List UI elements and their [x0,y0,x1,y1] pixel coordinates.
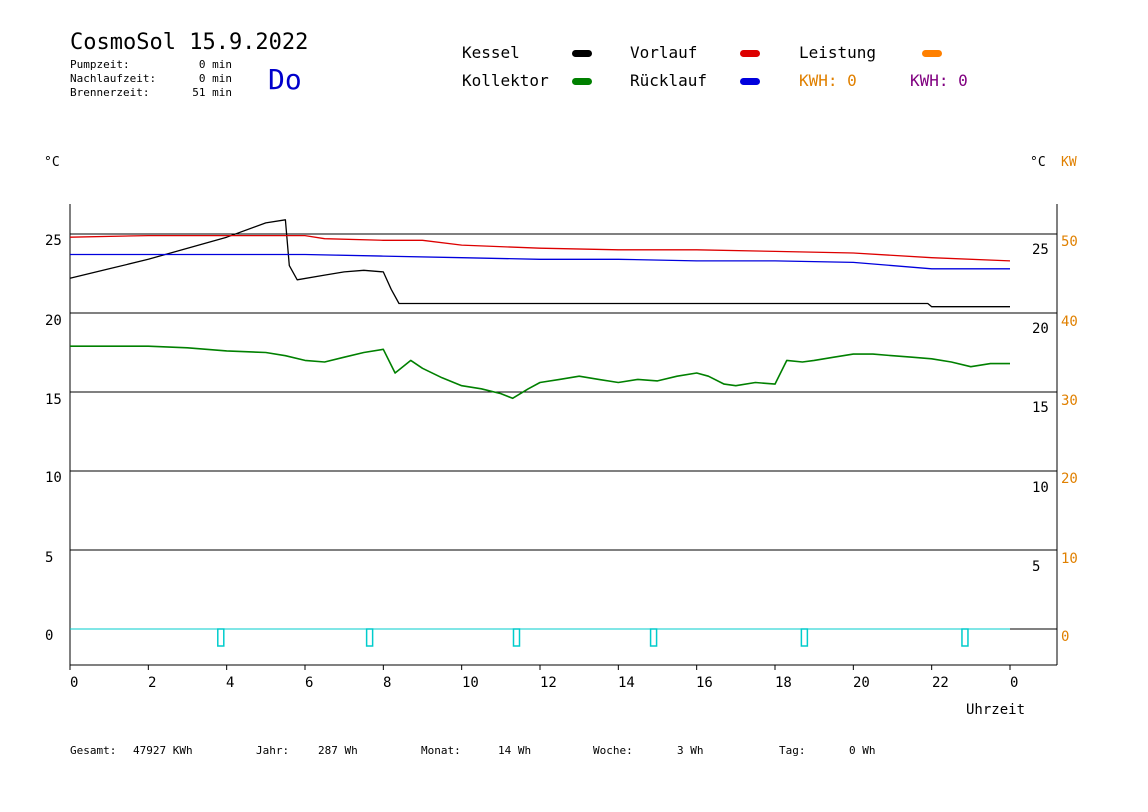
chart-frame [69,204,1058,670]
legend-ruecklauf-swatch [740,78,760,85]
y-tick-left: 10 [45,470,62,486]
footer-woche-label: Woche: [593,744,633,757]
y-tick-right-kw: 50 [1061,234,1078,250]
x-tick: 0 [1010,675,1019,691]
y-tick-right-c: 5 [1032,559,1041,575]
y-tick-right-kw: 0 [1061,629,1070,645]
x-tick: 18 [775,675,792,691]
y-tick-left: 0 [45,628,54,644]
legend-kwh-orange: KWH: 0 [799,71,857,90]
footer-monat-label: Monat: [421,744,461,757]
info-label: Nachlaufzeit: [70,72,157,85]
legend-vorlauf-swatch [740,50,760,57]
series-line-kessel [69,219,1010,308]
pump-pulse [649,628,658,647]
info-row-brennerzeit: Brennerzeit: 51 min [70,86,232,99]
series-line-vorlauf [69,234,1011,262]
legend-ruecklauf-label: Rücklauf [630,71,708,90]
y-tick-right-kw: 30 [1061,393,1078,409]
chart-series [69,219,1011,647]
info-row-pumpzeit: Pumpzeit: 0 min [70,58,232,71]
legend-leistung-label: Leistung [799,43,877,62]
weekday-label: Do [268,63,302,96]
y-tick-left: 20 [45,313,62,329]
pump-pulse [365,628,374,647]
footer-woche-value: 3 Wh [677,744,704,757]
info-value: 51 min [192,86,232,99]
x-tick: 16 [696,675,713,691]
series-line-kollektor [70,345,1010,400]
legend-kollektor-label: Kollektor [462,71,549,90]
footer-tag-value: 0 Wh [849,744,876,757]
pump-pulse [217,628,225,647]
footer-monat-value: 14 Wh [498,744,532,757]
footer-gesamt-label: Gesamt: [70,744,117,757]
chart-title: CosmoSol 15.9.2022 [70,30,309,55]
info-label: Pumpzeit: [70,58,130,71]
x-tick: 22 [932,675,949,691]
x-tick: 0 [70,675,79,691]
y-tick-right-kw: 40 [1061,314,1078,330]
y-tick-right-c: 20 [1032,321,1049,337]
x-tick: 8 [383,675,392,691]
y-tick-left: 25 [45,233,62,249]
y-tick-right-c: 10 [1032,480,1049,496]
right-axis-unit-c: °C [1030,155,1046,170]
footer-gesamt-value: 47927 KWh [133,744,193,757]
y-tick-left: 5 [45,550,54,566]
legend-kwh-purple: KWH: 0 [910,71,968,90]
y-tick-left: 15 [45,392,62,408]
pump-pulse [961,628,969,647]
footer-jahr-value: 287 Wh [318,744,358,757]
y-tick-right-kw: 20 [1061,471,1078,487]
right-axis-unit-kw: KW [1061,155,1077,170]
pump-pulse [512,628,521,647]
x-tick: 12 [540,675,557,691]
pump-pulse [800,628,809,647]
footer-tag-label: Tag: [779,744,806,757]
x-tick: 6 [305,675,314,691]
x-tick: 14 [618,675,635,691]
legend-kessel-swatch [572,50,592,57]
y-tick-right-c: 25 [1032,242,1049,258]
info-label: Brennerzeit: [70,86,150,99]
footer-jahr-label: Jahr: [256,744,290,757]
info-value: 0 min [198,58,232,71]
y-tick-right-kw: 10 [1061,551,1078,567]
legend-leistung-swatch [922,50,942,57]
series-line-ruecklauf [70,253,1010,270]
x-tick: 10 [462,675,479,691]
x-axis-label: Uhrzeit [966,702,1026,718]
legend-kessel-label: Kessel [462,43,520,62]
x-tick: 2 [148,675,157,691]
legend-kollektor-swatch [572,78,592,85]
y-tick-right-c: 15 [1032,400,1049,416]
x-tick: 20 [853,675,870,691]
legend-vorlauf-label: Vorlauf [630,43,698,62]
x-tick: 4 [226,675,235,691]
info-value: 0 min [198,72,232,85]
info-row-nachlaufzeit: Nachlaufzeit: 0 min [70,72,232,85]
left-axis-unit: °C [44,155,60,170]
